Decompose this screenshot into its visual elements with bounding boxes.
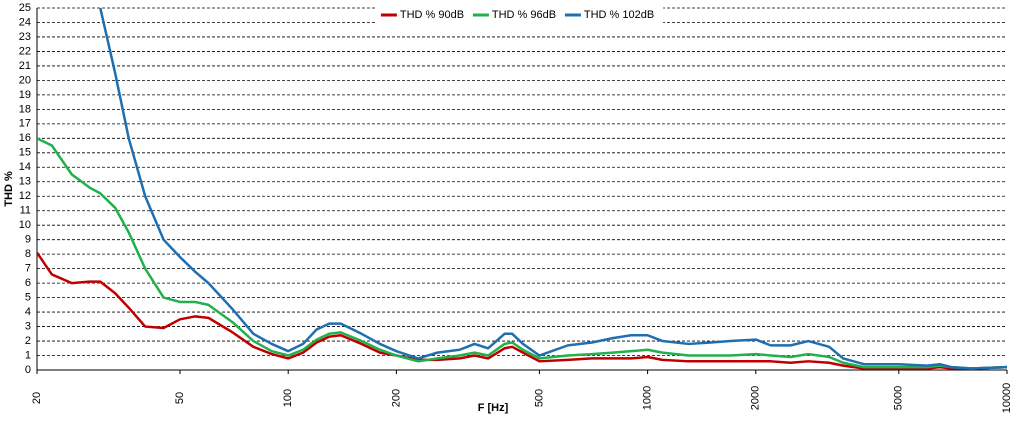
y-tick-label: 17 (19, 118, 31, 130)
y-axis-label: THD % (3, 171, 15, 207)
y-tick-label: 0 (25, 364, 31, 376)
x-tick-label: 20 (31, 392, 43, 404)
y-tick-label: 24 (19, 16, 31, 28)
y-tick-label: 18 (19, 103, 31, 115)
y-tick-label: 7 (25, 263, 31, 275)
legend-bg (376, 7, 664, 23)
x-tick-label: 5000 (893, 386, 905, 410)
legend-label: THD % 96dB (492, 9, 556, 21)
x-tick-label: 1000 (642, 386, 654, 410)
y-tick-label: 10 (19, 219, 31, 231)
plot-area (37, 8, 1007, 370)
y-tick-label: 9 (25, 234, 31, 246)
y-tick-label: 4 (25, 306, 31, 318)
y-tick-label: 13 (19, 176, 31, 188)
y-tick-label: 20 (19, 74, 31, 86)
y-tick-label: 2 (25, 335, 31, 347)
y-tick-label: 19 (19, 89, 31, 101)
x-axis-label: F [Hz] (478, 402, 509, 414)
series-line (37, 137, 1007, 370)
y-tick-label: 22 (19, 45, 31, 57)
x-tick-label: 50 (174, 392, 186, 404)
y-tick-label: 23 (19, 31, 31, 43)
y-tick-label: 3 (25, 320, 31, 332)
y-tick-label: 11 (20, 205, 31, 217)
legend-label: THD % 90dB (400, 9, 464, 21)
series-line (98, 8, 1007, 370)
y-tick-label: 15 (19, 147, 31, 159)
x-tick-label: 100 (282, 389, 294, 407)
y-tick-label: 5 (25, 292, 31, 304)
legend-label: THD % 102dB (584, 9, 654, 21)
y-tick-label: 16 (19, 132, 31, 144)
x-tick-label: 10000 (1001, 383, 1013, 414)
y-tick-label: 1 (25, 349, 31, 361)
series-line (37, 252, 1007, 370)
y-tick-label: 21 (19, 60, 31, 72)
x-tick-label: 200 (390, 389, 402, 407)
x-tick-label: 2000 (750, 386, 762, 410)
x-tick-label: 500 (533, 389, 545, 407)
y-tick-label: 6 (25, 277, 31, 289)
y-tick-label: 8 (25, 248, 31, 260)
y-tick-label: 12 (19, 190, 31, 202)
y-tick-label: 14 (19, 161, 31, 173)
y-tick-label: 25 (19, 2, 31, 14)
